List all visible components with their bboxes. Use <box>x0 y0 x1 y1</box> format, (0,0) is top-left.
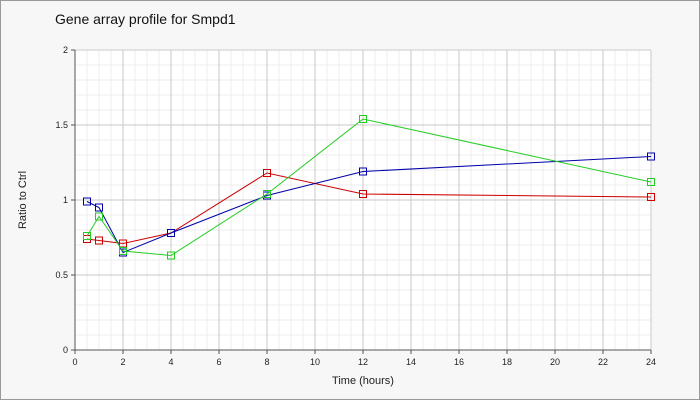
data-point <box>647 178 655 186</box>
x-tick-label: 14 <box>406 357 416 367</box>
series-line <box>86 156 652 254</box>
data-point <box>359 167 367 176</box>
data-point <box>359 115 367 123</box>
y-tick-label: 0.5 <box>55 270 68 280</box>
y-tick-label: 0 <box>63 345 68 355</box>
x-tick-label: 20 <box>550 357 560 367</box>
data-point <box>167 229 175 237</box>
x-axis-label: Time (hours) <box>332 375 394 387</box>
x-tick-label: 18 <box>502 357 512 367</box>
data-point <box>119 247 127 255</box>
y-tick-label: 2 <box>63 45 68 55</box>
x-tick-label: 22 <box>598 357 608 367</box>
x-tick-label: 8 <box>264 357 269 367</box>
data-point <box>83 197 91 206</box>
y-tick-label: 1 <box>63 195 68 205</box>
x-tick-label: 10 <box>310 357 320 367</box>
data-point <box>647 193 655 201</box>
data-point <box>95 212 103 221</box>
series-layer <box>83 115 655 260</box>
chart-title: Gene array profile for Smpd1 <box>55 11 236 27</box>
x-tick-label: 12 <box>358 357 368 367</box>
data-point <box>263 169 271 177</box>
data-point <box>647 152 655 161</box>
data-point <box>263 190 271 198</box>
data-point <box>167 251 175 260</box>
x-tick-label: 2 <box>120 357 125 367</box>
data-point <box>95 236 103 245</box>
x-tick-label: 0 <box>72 357 77 367</box>
series-line <box>86 118 652 257</box>
axes <box>71 49 652 354</box>
x-tick-label: 6 <box>216 357 221 367</box>
data-point <box>83 232 91 240</box>
x-tick-label: 16 <box>454 357 464 367</box>
x-tick-label: 24 <box>646 357 656 367</box>
series-3 <box>83 115 655 260</box>
y-tick-label: 1.5 <box>55 120 68 130</box>
y-axis-label: Ratio to Ctrl <box>17 171 29 229</box>
data-point <box>359 190 367 198</box>
x-tick-label: 4 <box>168 357 173 367</box>
data-point <box>95 203 103 212</box>
